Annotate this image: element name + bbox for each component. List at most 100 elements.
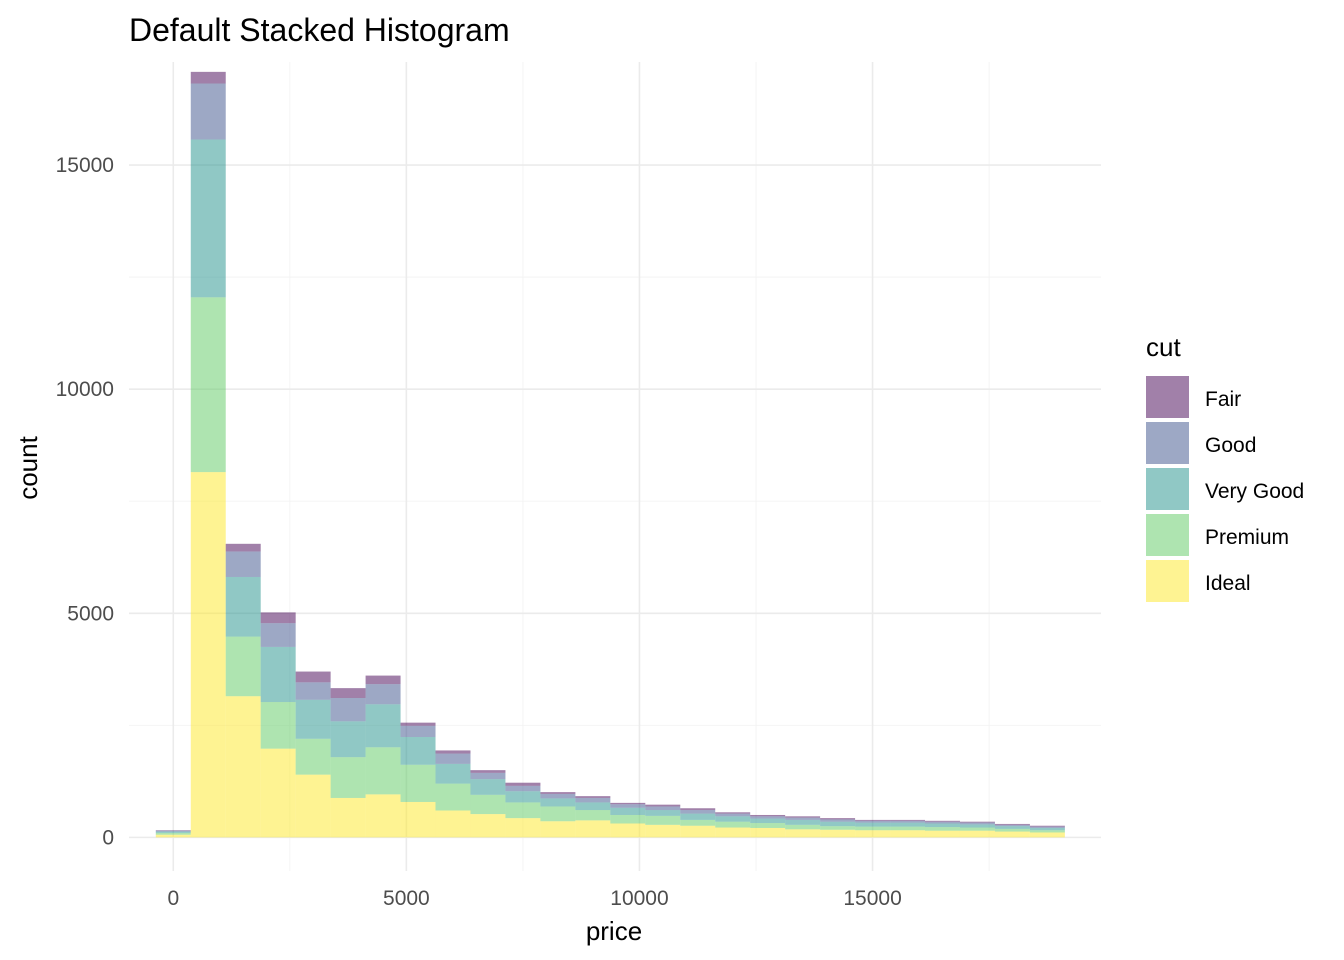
bar-segment-fair bbox=[295, 671, 331, 683]
bar-segment-good bbox=[260, 623, 296, 647]
y-tick-label: 10000 bbox=[56, 378, 114, 401]
bar-segment-fair bbox=[435, 750, 471, 754]
bar-segment-very-good bbox=[925, 823, 960, 828]
bar-segment-premium bbox=[959, 827, 995, 831]
bar-segment-very-good bbox=[295, 699, 331, 739]
legend-key-very-good bbox=[1146, 468, 1189, 510]
bar-segment-ideal bbox=[890, 830, 926, 838]
bar-segment-premium bbox=[260, 702, 296, 749]
bar-segment-ideal bbox=[295, 774, 331, 838]
legend-label-fair: Fair bbox=[1205, 388, 1241, 411]
legend: cut Fair Good Very Good Premium Ideal bbox=[1146, 332, 1304, 602]
bar-segment-good bbox=[994, 824, 1030, 827]
bar-segment-good bbox=[855, 820, 891, 823]
bar-segment-ideal bbox=[575, 820, 611, 838]
bar-segment-good bbox=[610, 804, 646, 808]
bar-segment-very-good bbox=[855, 822, 891, 827]
grid-lines bbox=[129, 62, 1101, 871]
x-axis-ticks: 0 5000 10000 15000 bbox=[167, 887, 901, 910]
bar-segment-very-good bbox=[190, 139, 226, 298]
bar-segment-ideal bbox=[260, 748, 296, 838]
bar-segment-good bbox=[680, 810, 716, 814]
bar-segment-premium bbox=[225, 636, 261, 697]
bar-segment-very-good bbox=[540, 798, 576, 807]
bar-segment-good bbox=[715, 813, 751, 817]
bar-segment-ideal bbox=[994, 831, 1030, 838]
bar-segment-fair bbox=[715, 812, 751, 814]
bar-segment-very-good bbox=[715, 816, 751, 822]
bar-segment-very-good bbox=[1029, 827, 1065, 831]
bar-segment-ideal bbox=[750, 827, 786, 838]
legend-label-very-good: Very Good bbox=[1205, 480, 1304, 503]
histogram-bars bbox=[155, 71, 1065, 838]
bar-segment-fair bbox=[575, 796, 611, 798]
bar-segment-ideal bbox=[470, 814, 506, 838]
bar-segment-premium bbox=[1029, 830, 1065, 833]
bar-segment-ideal bbox=[680, 825, 716, 838]
bar-segment-ideal bbox=[959, 830, 995, 838]
bar-segment-premium bbox=[435, 783, 471, 811]
legend-key-premium bbox=[1146, 514, 1189, 556]
bar-segment-good bbox=[959, 822, 995, 825]
bar-segment-very-good bbox=[400, 736, 436, 765]
bar-segment-very-good bbox=[994, 826, 1030, 829]
x-tick-label: 15000 bbox=[843, 887, 901, 910]
y-tick-label: 0 bbox=[102, 826, 114, 849]
bar-segment-good bbox=[470, 772, 506, 780]
bar-segment-very-good bbox=[750, 818, 786, 824]
legend-key-fair bbox=[1146, 376, 1189, 418]
bar-segment-good bbox=[645, 806, 681, 811]
bar-segment-fair bbox=[994, 823, 1030, 825]
bar-segment-good bbox=[540, 793, 576, 799]
bar-segment-premium bbox=[365, 747, 401, 795]
bar-segment-ideal bbox=[190, 472, 226, 838]
y-axis-ticks: 0 5000 10000 15000 bbox=[56, 154, 114, 849]
bar-segment-ideal bbox=[925, 830, 960, 838]
bar-segment-premium bbox=[540, 806, 576, 822]
bar-segment-premium bbox=[330, 757, 366, 798]
bar-segment-ideal bbox=[400, 801, 436, 838]
legend-title: cut bbox=[1146, 332, 1181, 362]
bar-segment-fair bbox=[785, 816, 821, 818]
bar-segment-good bbox=[435, 753, 471, 764]
bar-segment-very-good bbox=[435, 763, 471, 784]
bar-segment-fair bbox=[190, 71, 226, 84]
bar-segment-premium bbox=[295, 738, 331, 775]
legend-label-premium: Premium bbox=[1205, 526, 1289, 549]
bar-segment-fair bbox=[925, 820, 960, 822]
legend-key-ideal bbox=[1146, 560, 1189, 602]
bar-segment-very-good bbox=[155, 831, 191, 833]
bar-segment-very-good bbox=[680, 813, 716, 820]
x-tick-label: 0 bbox=[167, 887, 179, 910]
bar-segment-very-good bbox=[225, 576, 261, 637]
bar-segment-premium bbox=[785, 824, 821, 830]
bar-segment-good bbox=[750, 816, 786, 819]
bar-segment-very-good bbox=[820, 821, 856, 827]
bar-segment-premium bbox=[855, 826, 891, 831]
bar-segment-premium bbox=[680, 819, 716, 826]
x-tick-label: 10000 bbox=[610, 887, 668, 910]
bar-segment-ideal bbox=[155, 834, 191, 838]
bar-segment-ideal bbox=[330, 797, 366, 838]
bar-segment-premium bbox=[994, 828, 1030, 832]
bar-segment-very-good bbox=[785, 819, 821, 825]
bar-segment-ideal bbox=[645, 824, 681, 838]
bar-segment-very-good bbox=[890, 822, 926, 827]
bar-segment-premium bbox=[890, 826, 926, 831]
y-axis-title: count bbox=[13, 435, 43, 499]
bar-segment-good bbox=[820, 819, 856, 822]
bar-segment-very-good bbox=[959, 824, 995, 828]
bar-segment-very-good bbox=[610, 807, 646, 815]
bar-segment-fair bbox=[1029, 825, 1065, 827]
bar-segment-fair bbox=[750, 814, 786, 817]
bar-segment-ideal bbox=[785, 829, 821, 838]
bar-segment-premium bbox=[190, 297, 226, 473]
y-tick-label: 15000 bbox=[56, 154, 114, 177]
bar-segment-fair bbox=[540, 792, 576, 794]
bar-segment-good bbox=[925, 821, 960, 824]
bar-segment-fair bbox=[645, 804, 681, 807]
bar-segment-very-good bbox=[260, 646, 296, 703]
bar-segment-premium bbox=[400, 764, 436, 802]
bar-segment-ideal bbox=[540, 821, 576, 838]
